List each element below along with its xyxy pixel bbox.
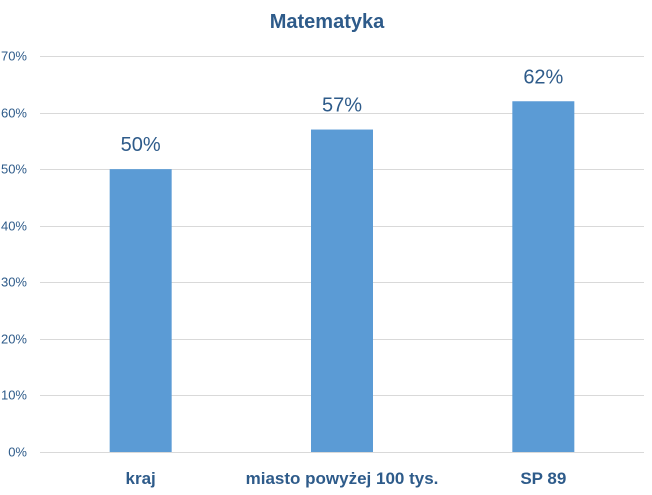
chart-title: Matematyka	[270, 11, 385, 33]
y-tick-label: 40%	[1, 219, 27, 234]
y-tick-label: 70%	[1, 49, 27, 64]
y-tick-label: 0%	[8, 445, 27, 460]
category-label-1: miasto powyżej 100 tys.	[246, 469, 439, 488]
y-tick-label: 20%	[1, 332, 27, 347]
y-tick-label: 60%	[1, 106, 27, 121]
y-tick-label: 50%	[1, 162, 27, 177]
x-axis-categories: kraj miasto powyżej 100 tys. SP 89	[126, 469, 567, 488]
y-tick-label: 10%	[1, 388, 27, 403]
bar-1	[311, 129, 373, 453]
category-label-2: SP 89	[520, 469, 566, 488]
y-axis-ticks: 0% 10% 20% 30% 40% 50% 60% 70%	[1, 49, 27, 460]
data-label-1: 57%	[322, 95, 362, 117]
data-label-2: 62%	[523, 66, 563, 88]
data-labels: 50% 57% 62%	[121, 66, 564, 156]
data-label-0: 50%	[121, 134, 161, 156]
bar-0	[109, 169, 172, 452]
bar-2	[512, 101, 575, 452]
bars	[109, 101, 575, 453]
category-label-0: kraj	[126, 469, 156, 488]
y-tick-label: 30%	[1, 275, 27, 290]
